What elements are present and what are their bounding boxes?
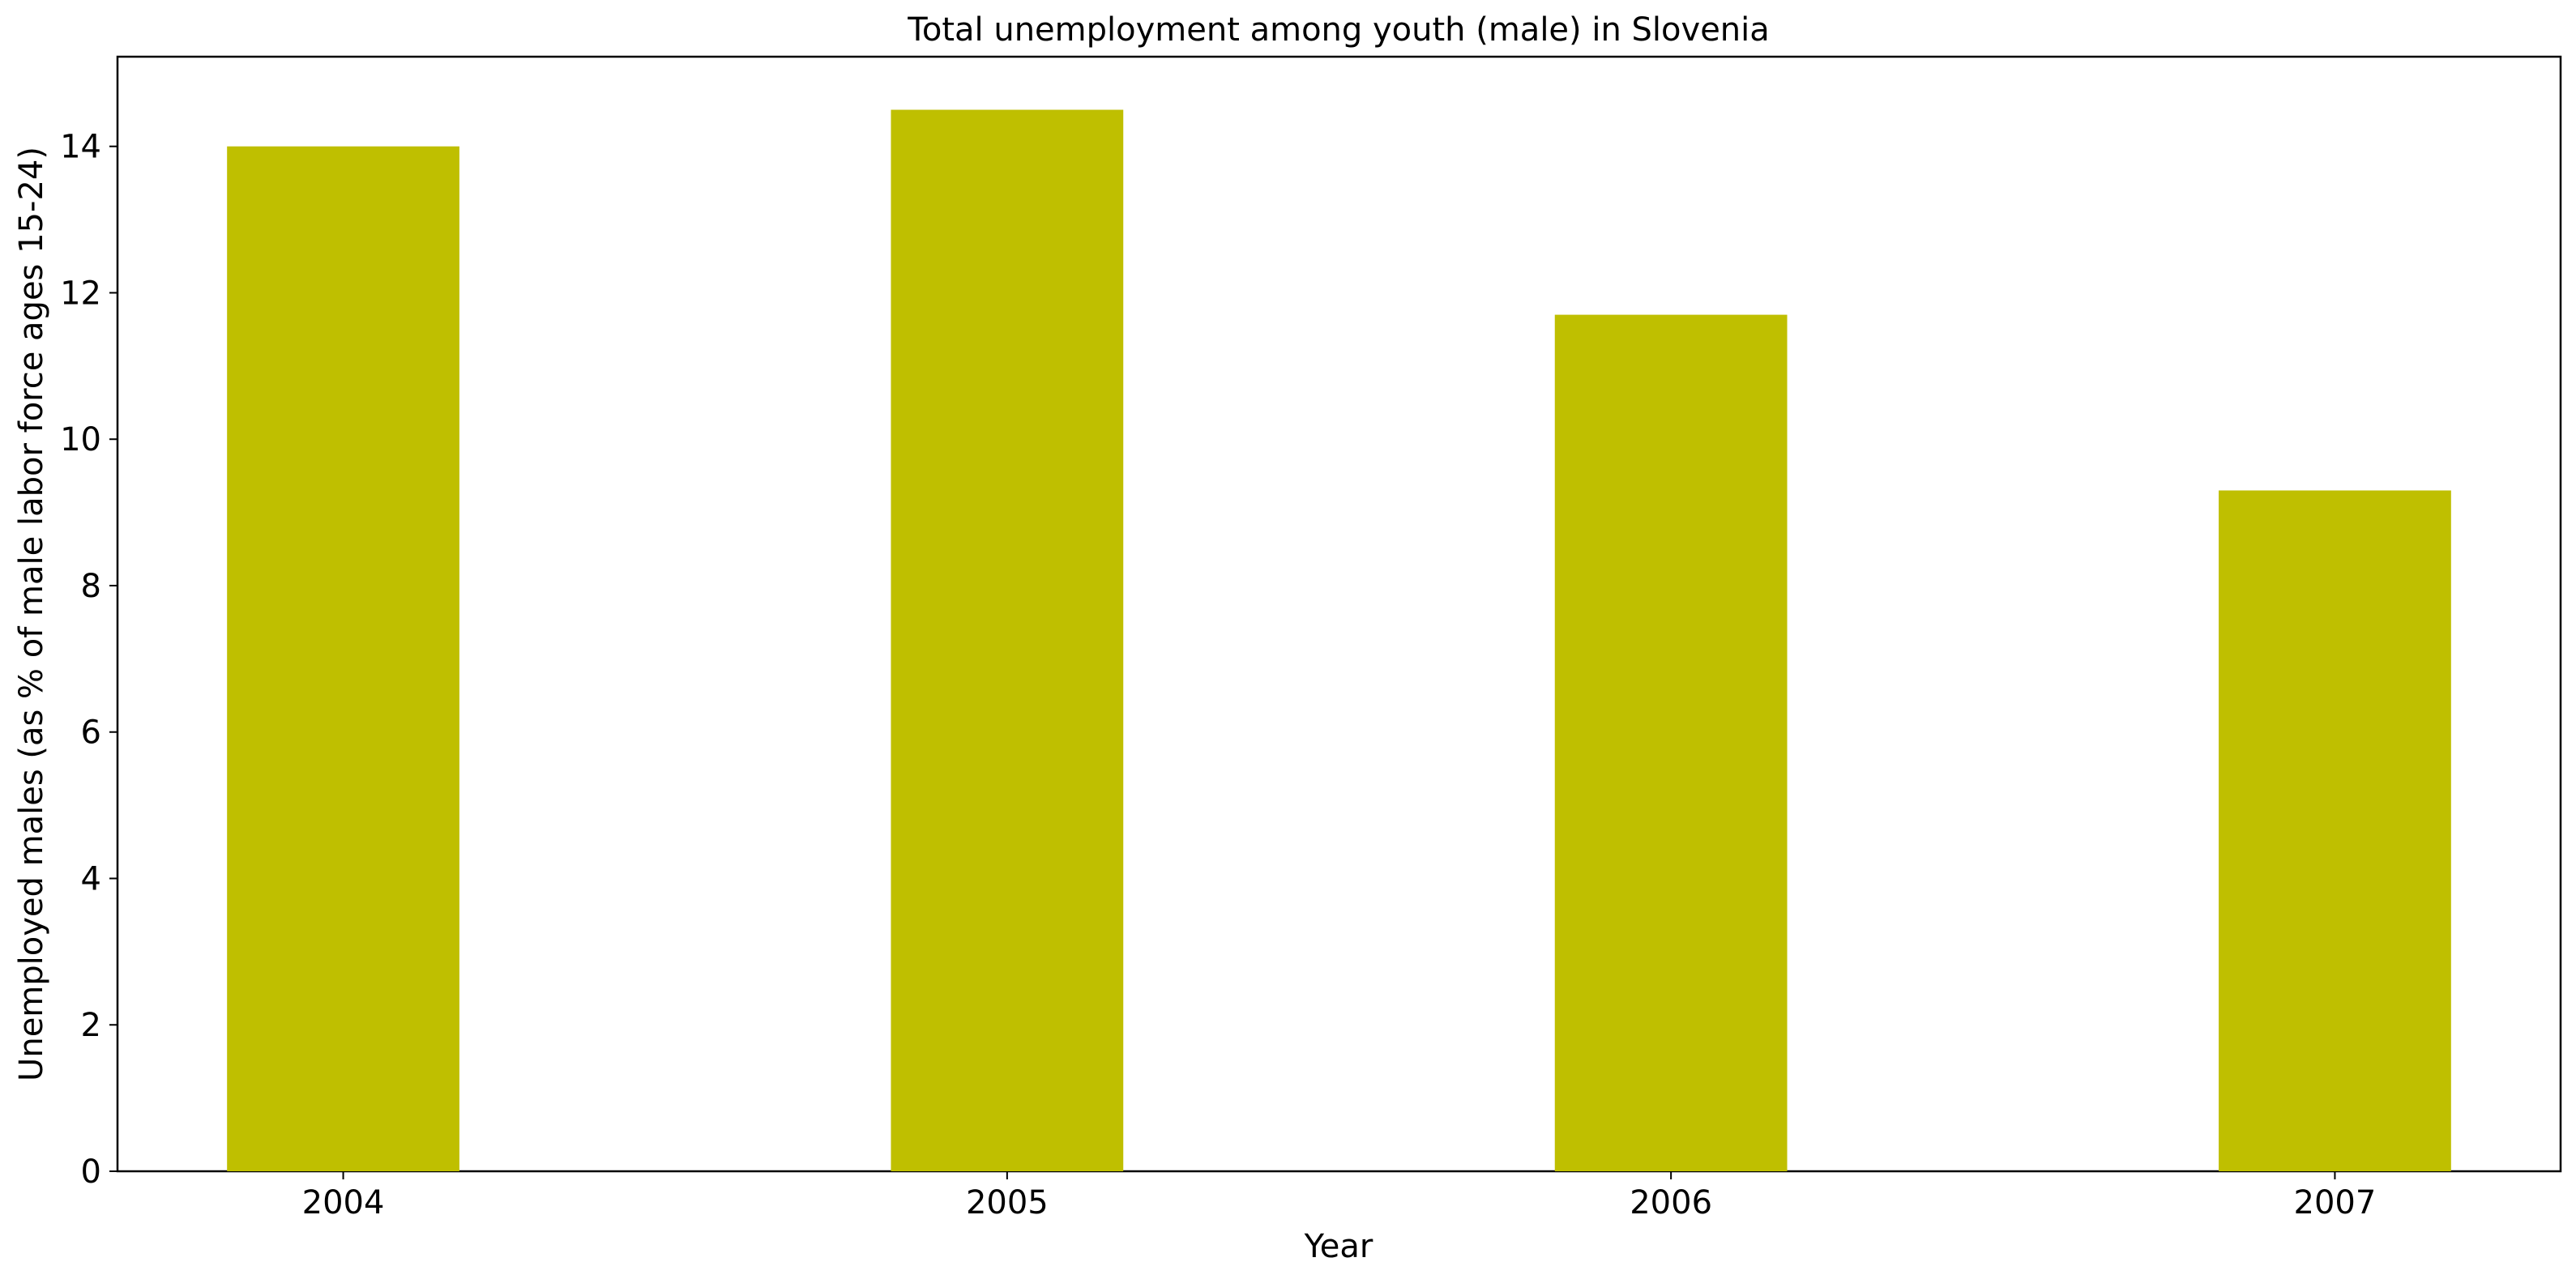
- bar-2006: [1554, 314, 1788, 1171]
- plot-area: [116, 55, 2562, 1173]
- x-tick-label: 2007: [2294, 1184, 2377, 1221]
- chart-title: Total unemployment among youth (male) in…: [907, 11, 1770, 49]
- y-tick-label: 4: [81, 860, 101, 897]
- bar-2004: [227, 146, 459, 1171]
- y-axis-ticks: 0 2 4 6 8 10 12 14: [60, 129, 117, 1191]
- y-axis-label: Unemployed males (as % of male labor for…: [13, 147, 50, 1081]
- y-tick-label: 0: [81, 1153, 101, 1191]
- y-tick-label: 6: [81, 714, 101, 752]
- y-tick-label: 8: [81, 568, 101, 605]
- x-axis-label: Year: [1304, 1228, 1373, 1265]
- y-tick-label: 14: [60, 129, 101, 166]
- y-tick-label: 12: [60, 275, 101, 312]
- x-axis-ticks: 2004 2005 2006 2007: [302, 1171, 2377, 1221]
- y-tick-label: 2: [81, 1007, 101, 1044]
- x-tick-label: 2006: [1630, 1184, 1712, 1221]
- bar-2005: [891, 109, 1124, 1171]
- bar-2007: [2219, 490, 2451, 1171]
- x-tick-label: 2005: [966, 1184, 1049, 1221]
- x-tick-label: 2004: [302, 1184, 385, 1221]
- bars-layer: [227, 109, 2451, 1171]
- y-tick-label: 10: [60, 421, 101, 458]
